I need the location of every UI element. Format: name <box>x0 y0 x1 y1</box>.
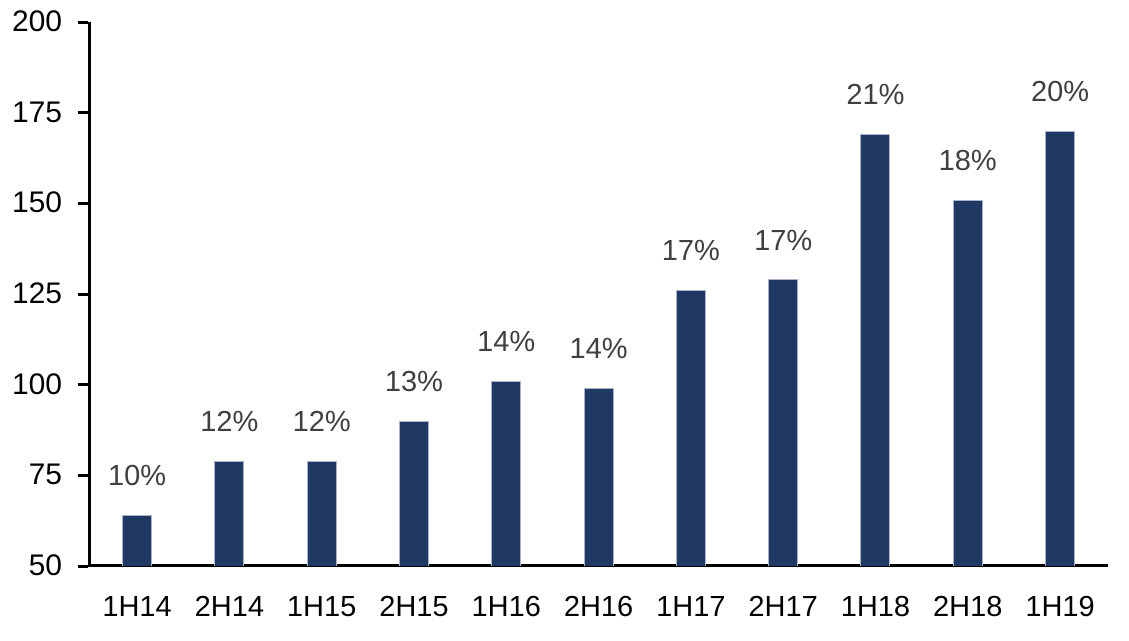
x-tick-label: 1H16 <box>471 591 541 623</box>
y-tick-label: 200 <box>11 5 62 38</box>
bar-2h15 <box>398 420 429 566</box>
x-tick-label: 2H14 <box>194 591 264 623</box>
bar-2h16 <box>583 388 614 566</box>
bar-2h18 <box>952 199 983 566</box>
x-tick-label: 1H17 <box>656 591 726 623</box>
y-tick-label: 125 <box>11 277 62 310</box>
y-tick-label: 150 <box>11 186 62 220</box>
bar-value-label: 12% <box>292 405 351 438</box>
bar-value-label: 17% <box>754 224 813 257</box>
x-tick-label: 2H17 <box>748 591 818 623</box>
bar-value-label: 14% <box>477 326 536 359</box>
bar-1h15 <box>306 460 337 566</box>
y-tick-mark <box>78 20 88 24</box>
y-tick-mark <box>78 201 88 205</box>
bar-1h16 <box>491 381 522 566</box>
bar-2h17 <box>768 279 799 566</box>
y-tick-mark <box>78 111 88 115</box>
y-tick-label: 175 <box>11 95 62 129</box>
y-tick-mark <box>78 564 88 568</box>
bar-value-label: 14% <box>569 333 628 366</box>
bar-2h14 <box>214 460 245 566</box>
y-axis-line <box>88 22 91 567</box>
x-tick-label: 2H18 <box>933 591 1003 623</box>
x-tick-label: 1H18 <box>840 591 911 623</box>
bar-value-label: 12% <box>200 405 259 438</box>
bar-1h17 <box>675 290 706 566</box>
bar-value-label: 17% <box>661 235 720 268</box>
bar-value-label: 20% <box>1030 75 1090 108</box>
x-tick-label: 1H14 <box>102 591 172 623</box>
bar-1h19 <box>1045 130 1075 566</box>
y-tick-label: 100 <box>11 367 62 401</box>
bar-1h18 <box>860 134 891 566</box>
y-tick-mark <box>78 473 88 477</box>
x-tick-label: 2H15 <box>379 591 449 623</box>
bar-value-label: 21% <box>846 79 905 112</box>
bar-value-label: 13% <box>384 365 443 398</box>
bar-value-label: 10% <box>107 460 167 493</box>
x-tick-label: 1H19 <box>1025 591 1095 623</box>
y-tick-mark <box>78 383 88 387</box>
y-tick-label: 75 <box>28 458 62 492</box>
x-tick-label: 2H16 <box>563 591 634 623</box>
y-tick-mark <box>78 292 88 296</box>
x-tick-label: 1H15 <box>286 591 357 623</box>
bar-1h14 <box>122 515 152 566</box>
bar-value-label: 18% <box>938 144 997 177</box>
y-tick-label: 50 <box>28 549 62 582</box>
